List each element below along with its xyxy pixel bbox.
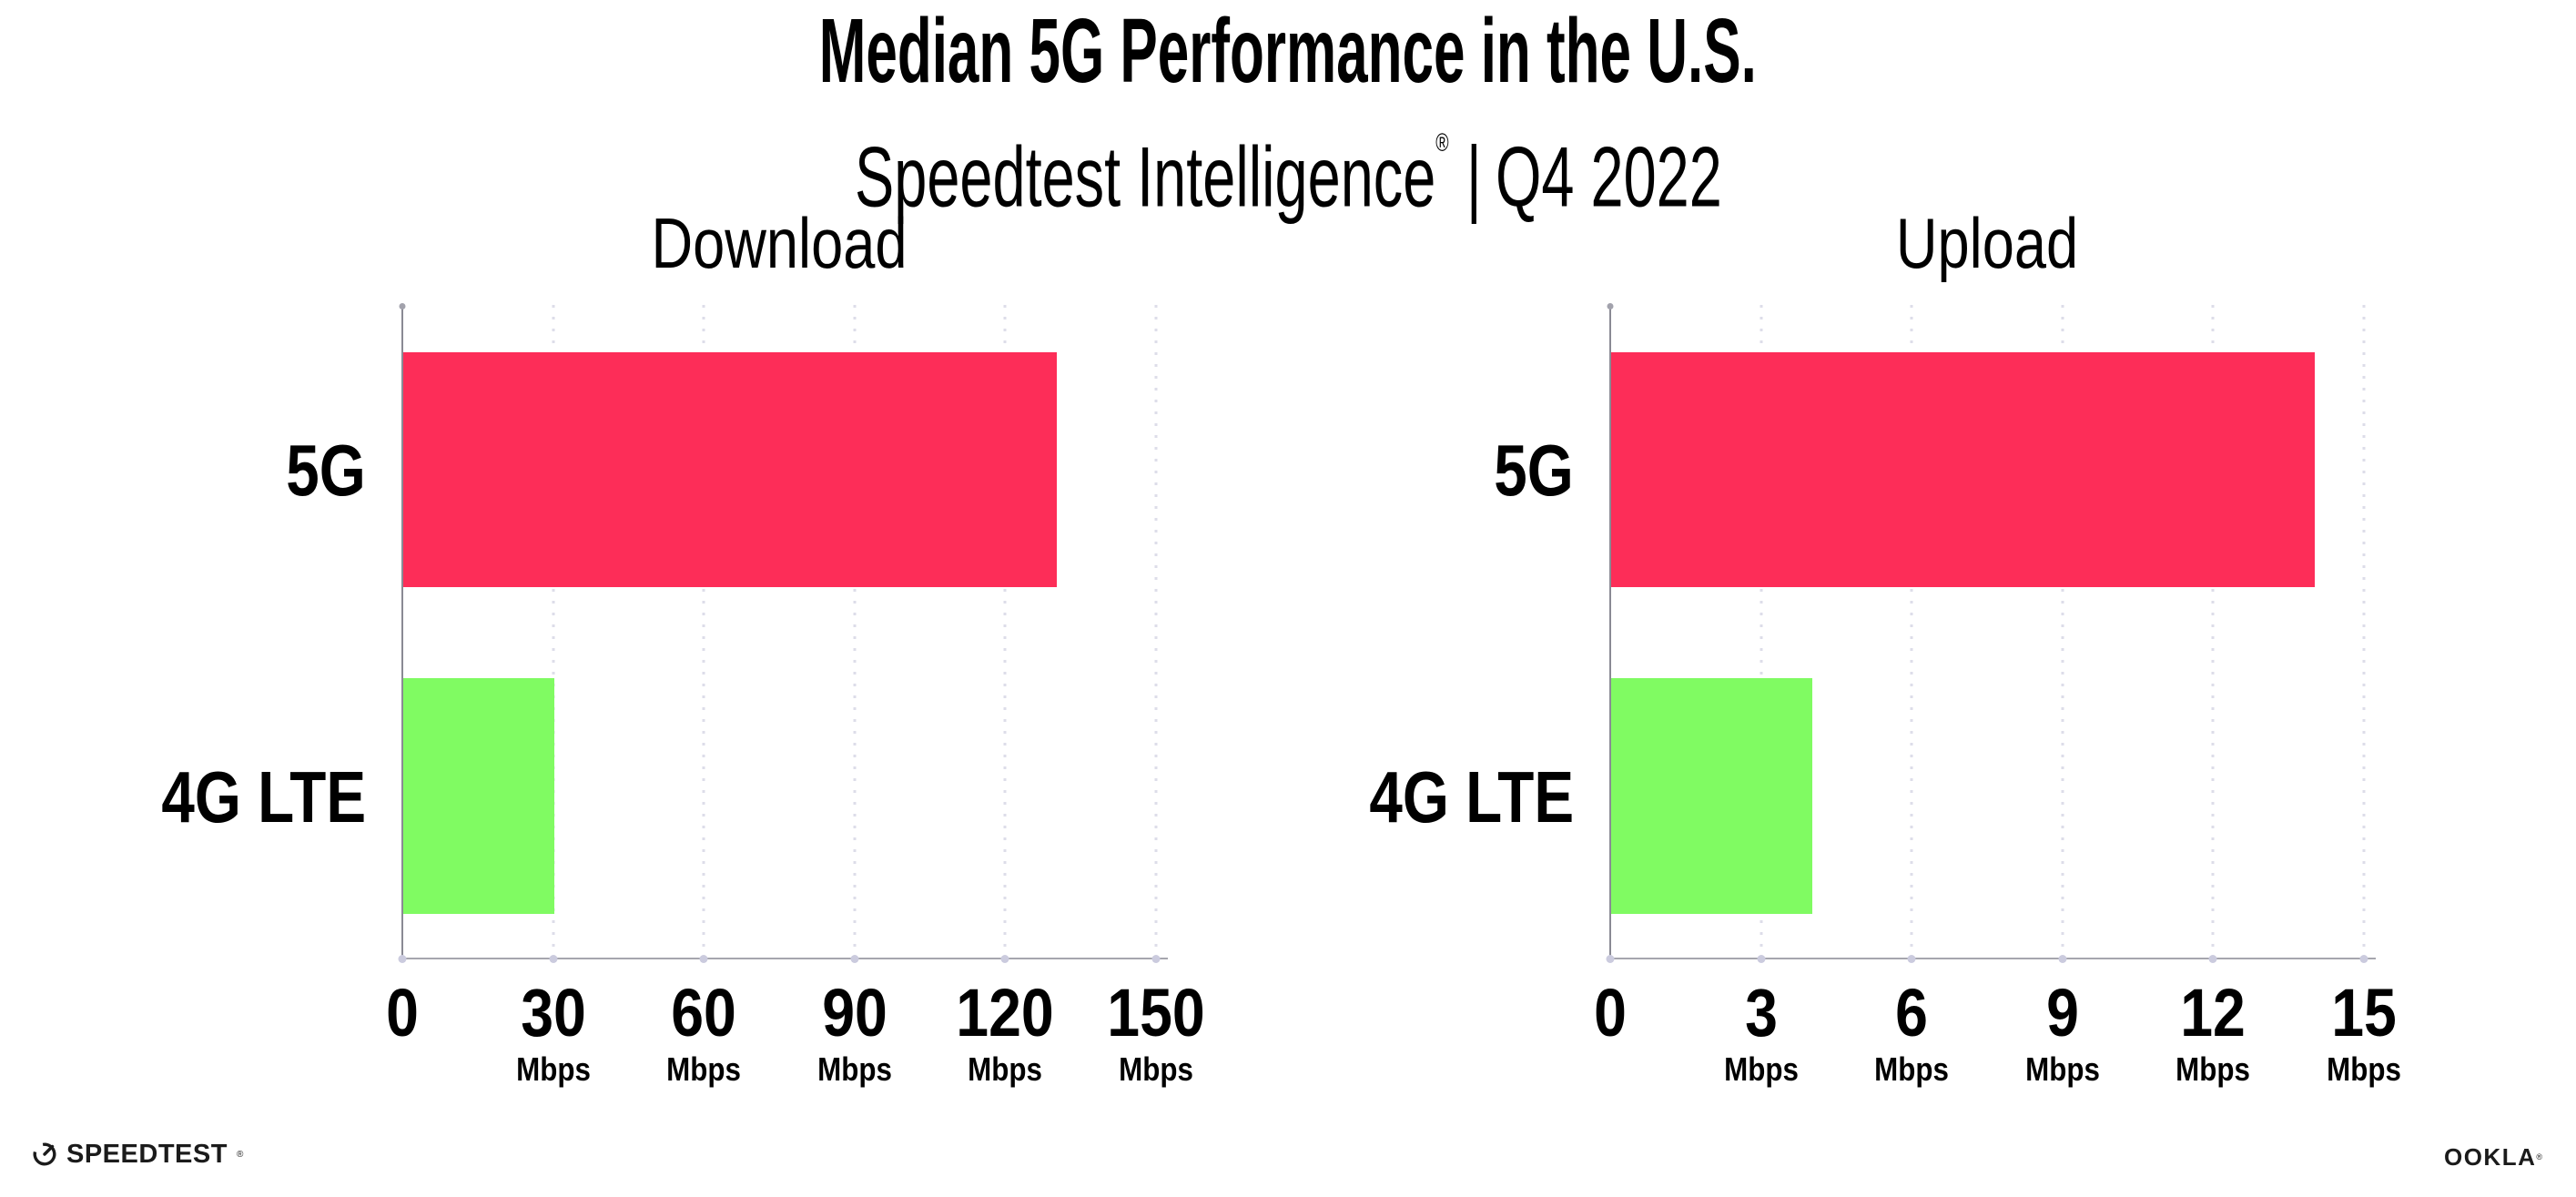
x-tick-unit: Mbps [2327,1050,2401,1088]
speedtest-trademark-icon: ® [236,1149,244,1160]
x-tick-value: 60 [671,975,736,1050]
x-tick-label: 0 [383,978,421,1049]
page-subtitle: Speedtest Intelligence® | Q4 2022 [0,95,2576,224]
x-tick-value: 0 [1594,975,1627,1050]
axis-tick-dot [2359,955,2368,963]
subtitle-separator: | [1465,128,1482,225]
x-tick-unit: Mbps [968,1050,1043,1088]
x-tick-value: 30 [520,975,586,1050]
ookla-logo: OOKLA ® [2444,1143,2542,1171]
x-tick-unit: Mbps [1874,1050,1950,1088]
speedtest-gauge-icon [32,1141,57,1167]
x-tick-value: 9 [2045,975,2079,1050]
gridline [2362,305,2366,958]
x-tick-unit: Mbps [515,1050,591,1088]
registered-trademark-icon: ® [1435,127,1449,157]
page-title: Median 5G Performance in the U.S. [0,0,2576,102]
category-label-5g: 5G [1494,430,1574,512]
download-chart-title-text: Download [651,203,908,283]
page-title-text: Median 5G Performance in the U.S. [818,0,1758,102]
gridline [702,305,705,958]
x-tick-label: 30 Mbps [511,978,596,1089]
axis-tick-dot [549,955,558,963]
gridline [2061,305,2064,958]
bar-5g [1611,351,2315,588]
x-tick-unit: Mbps [816,1050,892,1088]
x-tick-unit: Mbps [666,1050,742,1088]
axis-tick-dot [2208,955,2217,963]
x-tick-label: 0 [1591,978,1628,1049]
axis-tick-dot [1151,955,1161,963]
y-axis-end-dot [1607,303,1614,309]
bar-4g-lte [403,678,554,914]
axis-tick-dot [2058,955,2067,963]
bar-4g-lte [1611,678,1812,914]
x-tick-label: 15 Mbps [2321,978,2407,1089]
x-tick-value: 120 [956,975,1055,1050]
x-tick-value: 15 [2331,975,2397,1050]
axis-tick-dot [398,955,407,963]
x-axis-line [1610,958,2376,959]
y-axis-line [1609,305,1611,959]
x-tick-unit: Mbps [1119,1050,1193,1088]
ookla-wordmark: OOKLA [2443,1142,2537,1171]
download-chart-title: Download [622,205,938,281]
x-tick-value: 90 [821,975,887,1050]
gridline [1910,305,1913,958]
upload-chart-panel: Upload 0 3 Mbps 6 Mbps 9 Mbps 12 Mbps 15 Mbps 5G 4G … [1369,205,2401,1088]
category-label-5g: 5G [286,430,366,512]
upload-chart-title-text: Upload [1895,203,2079,283]
category-label-4g-lte: 4G LTE [161,756,366,837]
x-tick-value: 12 [2180,975,2246,1050]
download-chart-panel: Download 0 30 Mbps 60 Mbps 90 Mbps 120 Mbps 150 Mb… [161,205,1205,1088]
x-tick-label: 12 Mbps [2170,978,2256,1089]
x-tick-label: 60 Mbps [661,978,746,1089]
download-plot-area: 0 30 Mbps 60 Mbps 90 Mbps 120 Mbps 150 Mbps 5G 4G LT… [161,303,1205,1088]
x-tick-label: 3 Mbps [1719,978,1804,1089]
x-tick-unit: Mbps [2175,1050,2251,1088]
x-tick-value: 3 [1744,975,1778,1050]
gridline [1154,305,1158,958]
x-tick-label: 120 Mbps [949,978,1061,1089]
speedtest-logo: SPEEDTEST ® [32,1138,243,1171]
x-tick-label: 150 Mbps [1100,978,1212,1089]
axis-tick-dot [1757,955,1766,963]
subtitle-period: Q4 2022 [1495,128,1722,225]
bar-5g [403,351,1057,588]
x-tick-unit: Mbps [2024,1050,2100,1088]
x-tick-label: 6 Mbps [1869,978,1954,1089]
upload-plot-area: 0 3 Mbps 6 Mbps 9 Mbps 12 Mbps 15 Mbps 5G 4G LTE [1369,303,2401,1088]
axis-tick-dot [699,955,708,963]
x-tick-value: 6 [1895,975,1929,1050]
axis-tick-dot [1907,955,1916,963]
gridline [1760,305,1763,958]
gridline [552,305,555,958]
gridline [1003,305,1007,958]
x-tick-unit: Mbps [1723,1050,1799,1088]
y-axis-line [401,305,403,959]
ookla-trademark-icon: ® [2536,1152,2542,1161]
x-tick-label: 90 Mbps [812,978,898,1089]
axis-tick-dot [850,955,859,963]
x-axis-line [402,958,1168,959]
x-tick-value: 150 [1107,975,1205,1050]
axis-tick-dot [1000,955,1009,963]
subtitle-brand: Speedtest Intelligence [854,128,1435,225]
upload-chart-title: Upload [1874,205,2099,281]
x-tick-value: 0 [386,975,419,1050]
speedtest-wordmark: SPEEDTEST [66,1139,228,1169]
category-label-4g-lte: 4G LTE [1369,756,1574,837]
x-tick-label: 9 Mbps [2020,978,2105,1089]
gridline [2211,305,2215,958]
axis-tick-dot [1606,955,1615,963]
y-axis-end-dot [399,303,406,309]
gridline [853,305,857,958]
